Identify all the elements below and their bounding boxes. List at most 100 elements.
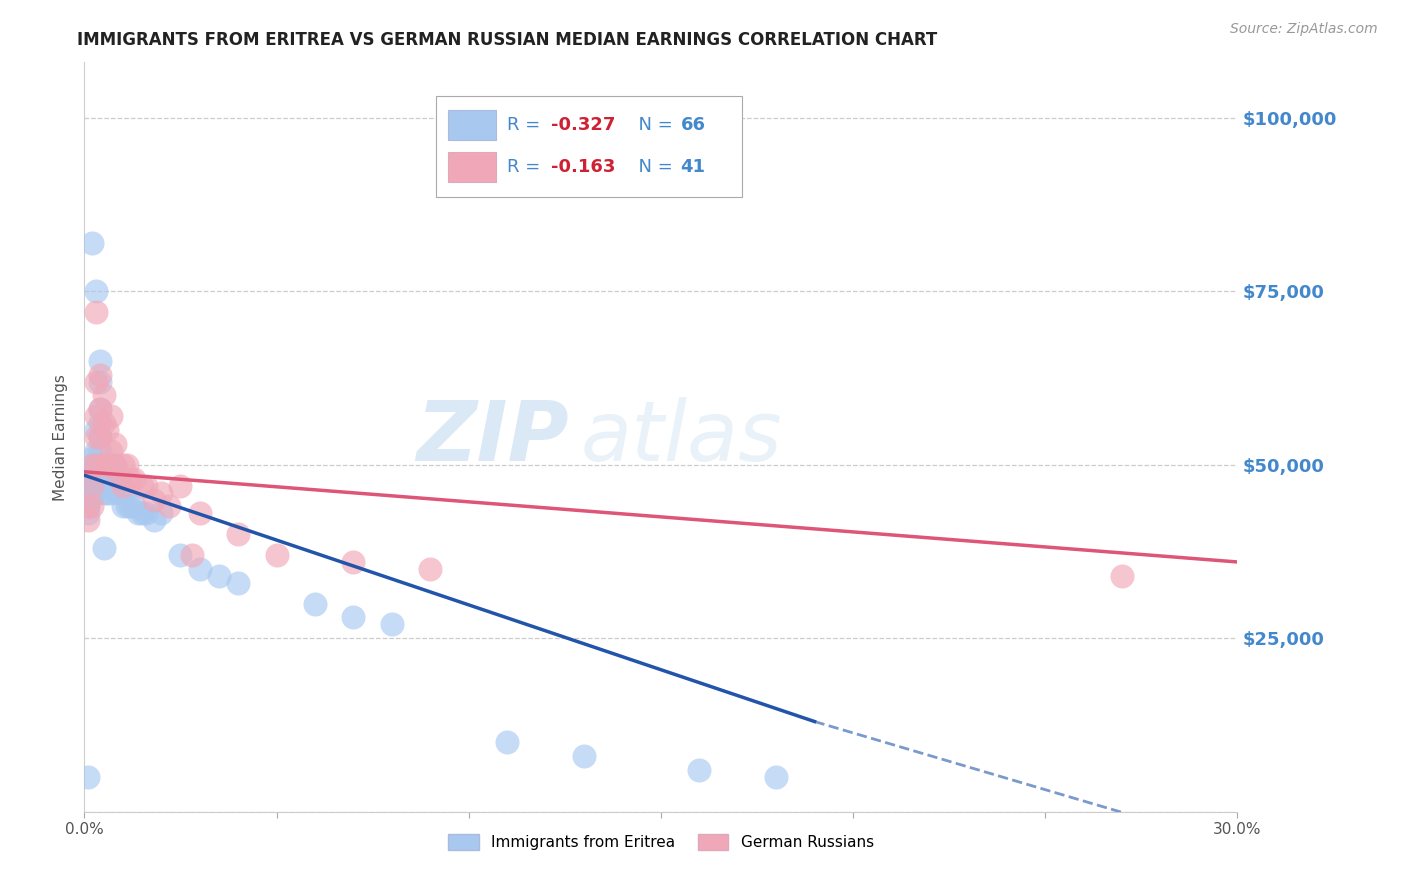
Point [111, 485, 134, 500]
Point [124, 500, 146, 514]
Point [89, 353, 111, 368]
Point [342, 610, 364, 624]
Point [111, 500, 134, 514]
FancyBboxPatch shape [447, 110, 496, 140]
Point [77, 492, 100, 507]
Point [77, 478, 100, 492]
Point [89, 368, 111, 382]
Point [496, 735, 519, 749]
Point [765, 770, 787, 784]
Point [84, 458, 107, 472]
Point [120, 472, 142, 486]
Point [93, 388, 115, 402]
Point [84, 305, 107, 319]
Point [84, 375, 107, 389]
Point [77, 485, 100, 500]
Point [135, 478, 157, 492]
Point [169, 548, 191, 562]
Point [96, 472, 118, 486]
Text: 41: 41 [681, 159, 706, 177]
Point [80, 458, 103, 472]
Point [77, 770, 100, 784]
Point [181, 548, 204, 562]
Point [80, 478, 103, 492]
Point [80, 472, 103, 486]
Point [96, 458, 118, 472]
Point [84, 475, 107, 490]
Point [104, 458, 127, 472]
Point [111, 478, 134, 492]
Point [80, 465, 103, 479]
Point [304, 597, 326, 611]
Point [84, 458, 107, 472]
Point [104, 437, 127, 451]
Text: N =: N = [627, 116, 679, 134]
Point [169, 478, 191, 492]
Point [89, 416, 111, 430]
Point [188, 507, 211, 521]
Text: 66: 66 [681, 116, 706, 134]
Point [150, 485, 173, 500]
Point [84, 409, 107, 424]
FancyBboxPatch shape [447, 153, 496, 182]
Point [80, 450, 103, 465]
Point [89, 402, 111, 417]
Point [157, 500, 180, 514]
Point [84, 478, 107, 492]
Point [100, 472, 122, 486]
Point [77, 513, 100, 527]
Point [142, 513, 165, 527]
Point [84, 430, 107, 444]
Point [150, 507, 173, 521]
Point [108, 485, 131, 500]
Legend: Immigrants from Eritrea, German Russians: Immigrants from Eritrea, German Russians [441, 829, 880, 856]
Point [572, 749, 595, 764]
Point [93, 541, 115, 555]
Point [135, 507, 157, 521]
Point [124, 472, 146, 486]
Point [84, 482, 107, 496]
Point [89, 430, 111, 444]
Point [84, 285, 107, 299]
Point [100, 444, 122, 458]
Point [80, 489, 103, 503]
Point [77, 500, 100, 514]
Point [131, 507, 153, 521]
Text: -0.163: -0.163 [551, 159, 616, 177]
Point [142, 492, 165, 507]
Text: R =: R = [508, 159, 547, 177]
Point [93, 458, 115, 472]
Point [77, 507, 100, 521]
Point [80, 500, 103, 514]
Point [115, 500, 138, 514]
Point [208, 569, 231, 583]
Point [120, 500, 142, 514]
Point [127, 507, 149, 521]
Point [84, 423, 107, 437]
Point [89, 375, 111, 389]
Text: atlas: atlas [581, 397, 782, 477]
Text: R =: R = [508, 116, 547, 134]
Point [104, 478, 127, 492]
Point [100, 485, 122, 500]
Point [100, 458, 122, 472]
Point [96, 423, 118, 437]
Point [381, 617, 404, 632]
Point [89, 444, 111, 458]
Y-axis label: Median Earnings: Median Earnings [53, 374, 69, 500]
Point [89, 430, 111, 444]
Point [93, 416, 115, 430]
Point [115, 458, 138, 472]
Text: ZIP: ZIP [416, 397, 568, 477]
Point [84, 444, 107, 458]
Point [93, 485, 115, 500]
Point [1111, 569, 1133, 583]
Point [111, 458, 134, 472]
Point [77, 500, 100, 514]
Point [93, 478, 115, 492]
Point [96, 485, 118, 500]
Point [84, 472, 107, 486]
Point [89, 402, 111, 417]
Point [266, 548, 288, 562]
Point [80, 478, 103, 492]
